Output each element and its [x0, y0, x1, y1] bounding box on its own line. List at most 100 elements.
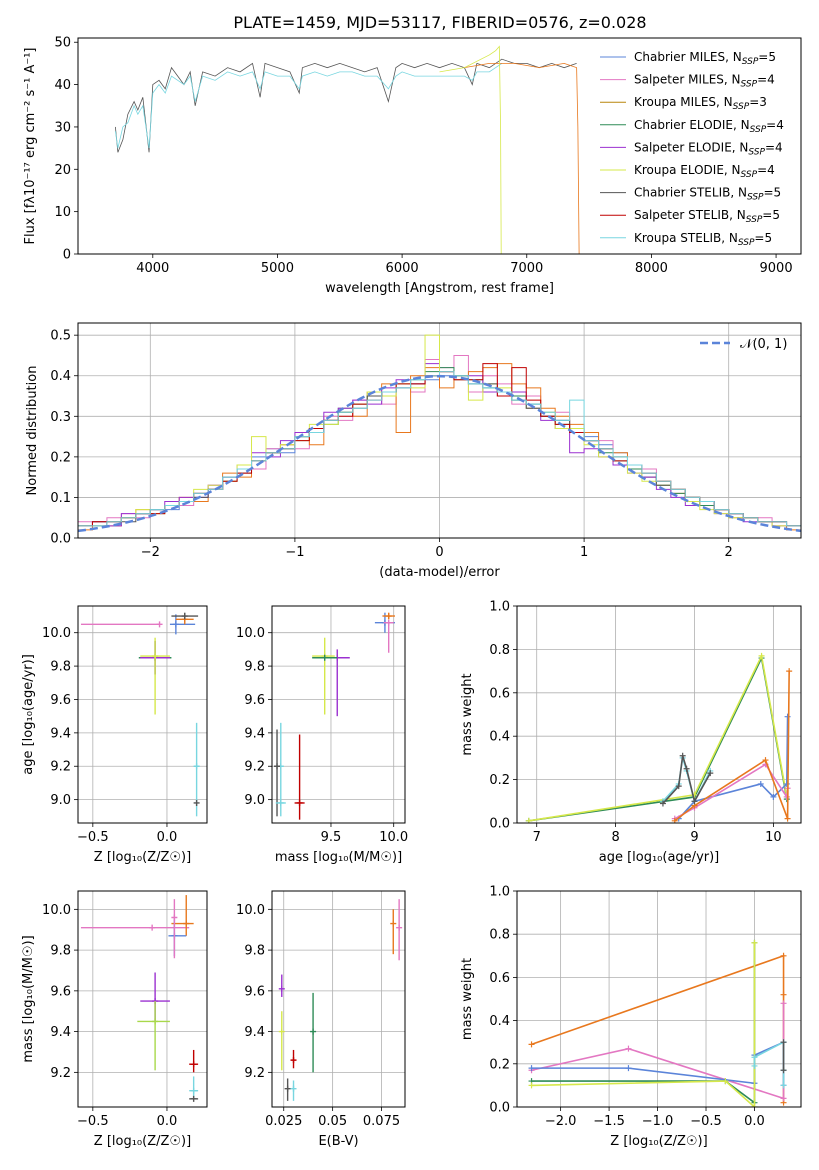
point-marker: [152, 653, 159, 660]
legend-label: Kroupa MILES, NSSP=3: [634, 95, 767, 112]
series-line: [674, 671, 790, 822]
errorbar-point: [189, 1095, 199, 1102]
chart-mass_weight_vs_Z: −2.0 −1.5 −1.0 −0.5 0.0 0.0 0.2 0.4 0.6 0.8 1.0 Z […: [460, 885, 802, 1149]
y-tick-label: 9.2: [244, 1066, 265, 1081]
series-point-marker: [783, 793, 790, 800]
y-tick-label: 0.0: [489, 1101, 510, 1116]
x-tick-label: 10.0: [379, 830, 408, 845]
x-tick-label: 5000: [261, 261, 294, 276]
x-tick-label: −1.0: [642, 1114, 674, 1129]
y-tick-label: 20: [54, 163, 71, 178]
x-tick-label: 4000: [136, 261, 169, 276]
legend-label: Chabrier MILES, NSSP=5: [634, 50, 776, 67]
errorbar-point: [168, 919, 187, 957]
series-point-marker: [751, 1062, 758, 1069]
x-tick-label: −2: [141, 545, 160, 560]
series-point-marker: [780, 1082, 787, 1089]
y-tick-label: 0.4: [50, 369, 71, 384]
x-axis-label: Z [log₁₀(Z/Z☉)]: [94, 850, 191, 865]
series-point-marker: [659, 800, 666, 807]
errorbar-point: [390, 909, 397, 955]
errorbar-point: [193, 799, 200, 806]
y-tick-label: 30: [54, 120, 71, 135]
series-point-marker: [770, 793, 777, 800]
y-tick-label: 9.4: [50, 1025, 71, 1040]
point-marker: [290, 1085, 297, 1092]
errorbar-point: [290, 1049, 297, 1069]
series-point-marker: [780, 952, 787, 959]
errorbar-point: [171, 899, 178, 959]
chart-residuals: −2 −1 0 1 2 0.0 0.1 0.2 0.3 0.4 0.5 (data-model)/er…: [25, 322, 802, 580]
x-tick-label: 1: [580, 545, 588, 560]
y-tick-label: 0.4: [489, 1014, 510, 1029]
series-point-marker: [722, 1078, 729, 1085]
series-line: [528, 653, 788, 822]
x-tick-label: 8000: [635, 261, 668, 276]
point-marker: [278, 985, 285, 992]
point-marker: [190, 1095, 197, 1102]
point-marker: [274, 763, 281, 770]
errorbar-point: [189, 1049, 199, 1073]
errorbar-point: [312, 654, 338, 661]
errorbar-point: [274, 729, 281, 817]
legend-label: Chabrier STELIB, NSSP=5: [634, 186, 781, 203]
y-tick-label: 0.1: [50, 491, 71, 506]
y-tick-label: 10.0: [236, 626, 265, 641]
y-tick-label: 0.2: [489, 773, 510, 788]
point-marker: [310, 1028, 317, 1035]
x-tick-label: 7: [533, 830, 541, 845]
x-tick-label: 8: [611, 830, 619, 845]
series-point-marker: [683, 765, 690, 772]
series-point-marker: [786, 668, 793, 675]
y-tick-label: 1.0: [489, 600, 510, 615]
errorbar-point: [80, 621, 163, 628]
errorbar-point: [284, 1078, 291, 1101]
x-tick-label: 0: [435, 545, 443, 560]
errorbar-point: [324, 649, 350, 717]
y-tick-label: 1.0: [489, 885, 510, 900]
plot-area: [78, 334, 801, 538]
plot-area: [278, 899, 403, 1101]
legend-label: Chabrier ELODIE, NSSP=4: [634, 118, 784, 135]
y-tick-label: 9.2: [244, 760, 265, 775]
errorbar-point: [171, 612, 199, 620]
series-point-marker: [780, 1000, 787, 1007]
series-point-marker: [780, 1095, 787, 1102]
y-tick-label: 9.0: [244, 793, 265, 808]
plot-area: [525, 652, 793, 823]
y-tick-label: 9.8: [244, 660, 265, 675]
x-tick-label: 10: [765, 830, 782, 845]
errorbar-point: [171, 895, 194, 936]
y-tick-label: 0.5: [50, 329, 71, 344]
series-point-marker: [780, 991, 787, 998]
axes-frame: [271, 605, 406, 824]
errorbar-point: [382, 612, 395, 620]
point-marker: [290, 1057, 297, 1064]
series-line: [678, 716, 789, 820]
errorbar-point: [137, 1001, 170, 1071]
y-tick-label: 50: [54, 36, 71, 51]
y-tick-label: 0.4: [489, 730, 510, 745]
point-marker: [190, 1061, 197, 1068]
series-line: [114, 58, 577, 153]
x-axis-label: age [log₁₀(age/yr)]: [599, 850, 720, 865]
x-tick-label: −1: [285, 545, 304, 560]
x-tick-label: −2.0: [545, 1114, 577, 1129]
y-tick-label: 9.6: [50, 984, 71, 999]
plot-area: [80, 612, 200, 817]
plot-area: [80, 895, 199, 1102]
errorbar-point: [189, 1076, 199, 1099]
errorbar-point: [383, 619, 394, 653]
y-tick-label: 0.6: [489, 971, 510, 986]
x-tick-label: −0.5: [77, 830, 109, 845]
plot-area: [274, 612, 395, 820]
chart-mass_vs_Z: −0.5 0.0 9.2 9.4 9.6 9.8 10.0 Z [log₁₀(Z/Z☉)] ma…: [21, 890, 208, 1149]
point-marker: [149, 924, 156, 931]
x-axis-label: wavelength [Angstrom, rest frame]: [325, 281, 554, 296]
y-tick-label: 9.2: [50, 760, 71, 775]
errorbar-point: [275, 799, 286, 806]
x-tick-label: 6000: [386, 261, 419, 276]
point-marker: [284, 1085, 291, 1092]
point-marker: [396, 924, 403, 931]
series-point-marker: [751, 1054, 758, 1061]
